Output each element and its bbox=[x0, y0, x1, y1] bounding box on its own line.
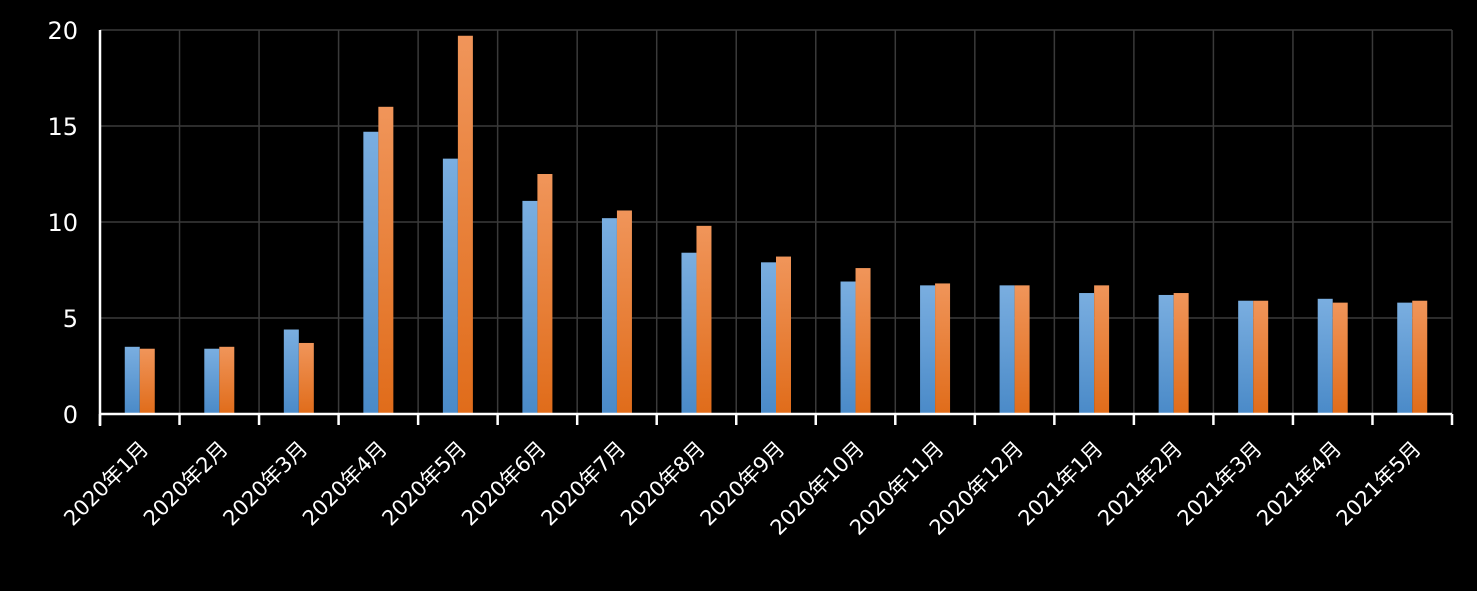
bar-series2-4 bbox=[378, 106, 394, 415]
bar-series2-16 bbox=[1332, 302, 1348, 414]
bar-series2-2 bbox=[219, 346, 235, 414]
bar-series1-17 bbox=[1397, 302, 1413, 414]
y-tick-label: 20 bbox=[47, 17, 78, 45]
bar-series1-4 bbox=[363, 131, 379, 414]
bar-series1-10 bbox=[840, 281, 856, 414]
bar-series1-3 bbox=[283, 329, 299, 414]
bar-series1-13 bbox=[1079, 293, 1095, 414]
bar-series1-2 bbox=[204, 348, 220, 414]
axes bbox=[98, 30, 1454, 426]
bar-series2-3 bbox=[298, 342, 314, 414]
bar-series1-16 bbox=[1317, 298, 1333, 414]
x-tick-label: 2020年2月 bbox=[139, 437, 233, 531]
bar-series2-7 bbox=[616, 210, 632, 414]
x-tick-label: 2020年3月 bbox=[218, 437, 312, 531]
bar-series2-12 bbox=[1014, 285, 1030, 414]
y-tick-label: 5 bbox=[63, 305, 78, 333]
bar-series2-1 bbox=[139, 348, 155, 414]
gridlines bbox=[100, 29, 1453, 414]
y-tick-label: 0 bbox=[63, 401, 78, 429]
x-tick-label: 2021年2月 bbox=[1093, 437, 1187, 531]
bar-series1-8 bbox=[681, 252, 697, 414]
bar-series1-9 bbox=[761, 262, 776, 414]
bar-series2-6 bbox=[537, 174, 553, 414]
bar-series1-5 bbox=[442, 158, 458, 414]
bar-series2-14 bbox=[1173, 293, 1189, 414]
x-tick-label: 2020年8月 bbox=[616, 437, 710, 531]
bar-series1-7 bbox=[601, 218, 617, 414]
x-tick-label: 2020年5月 bbox=[378, 437, 472, 531]
y-tick-label: 10 bbox=[47, 209, 78, 237]
bar-series1-14 bbox=[1158, 294, 1174, 414]
bar-series1-15 bbox=[1238, 300, 1254, 414]
x-tick-label: 2021年3月 bbox=[1173, 437, 1267, 531]
bar-series2-8 bbox=[696, 225, 712, 414]
x-tick-label: 2020年6月 bbox=[457, 437, 551, 531]
bar-series1-1 bbox=[124, 346, 140, 414]
bar-series2-13 bbox=[1094, 285, 1110, 414]
bars bbox=[124, 35, 1428, 415]
bar-series1-12 bbox=[999, 285, 1015, 414]
x-tick-label: 2020年7月 bbox=[537, 437, 631, 531]
x-tick-label: 2021年4月 bbox=[1252, 437, 1346, 531]
x-tick-label: 2021年1月 bbox=[1014, 437, 1108, 531]
y-tick-label: 15 bbox=[47, 113, 78, 141]
bar-series1-11 bbox=[920, 285, 936, 414]
bar-series2-17 bbox=[1412, 300, 1428, 414]
x-tick-label: 2020年4月 bbox=[298, 437, 392, 531]
bar-series2-11 bbox=[935, 283, 951, 414]
x-tick-label: 2020年1月 bbox=[59, 437, 153, 531]
bar-series2-5 bbox=[457, 35, 473, 414]
bar-series1-6 bbox=[522, 200, 538, 414]
x-tick-label: 2021年5月 bbox=[1332, 437, 1426, 531]
bar-series2-9 bbox=[776, 256, 791, 414]
bar-series2-15 bbox=[1253, 300, 1269, 414]
bar-series2-10 bbox=[855, 268, 871, 414]
